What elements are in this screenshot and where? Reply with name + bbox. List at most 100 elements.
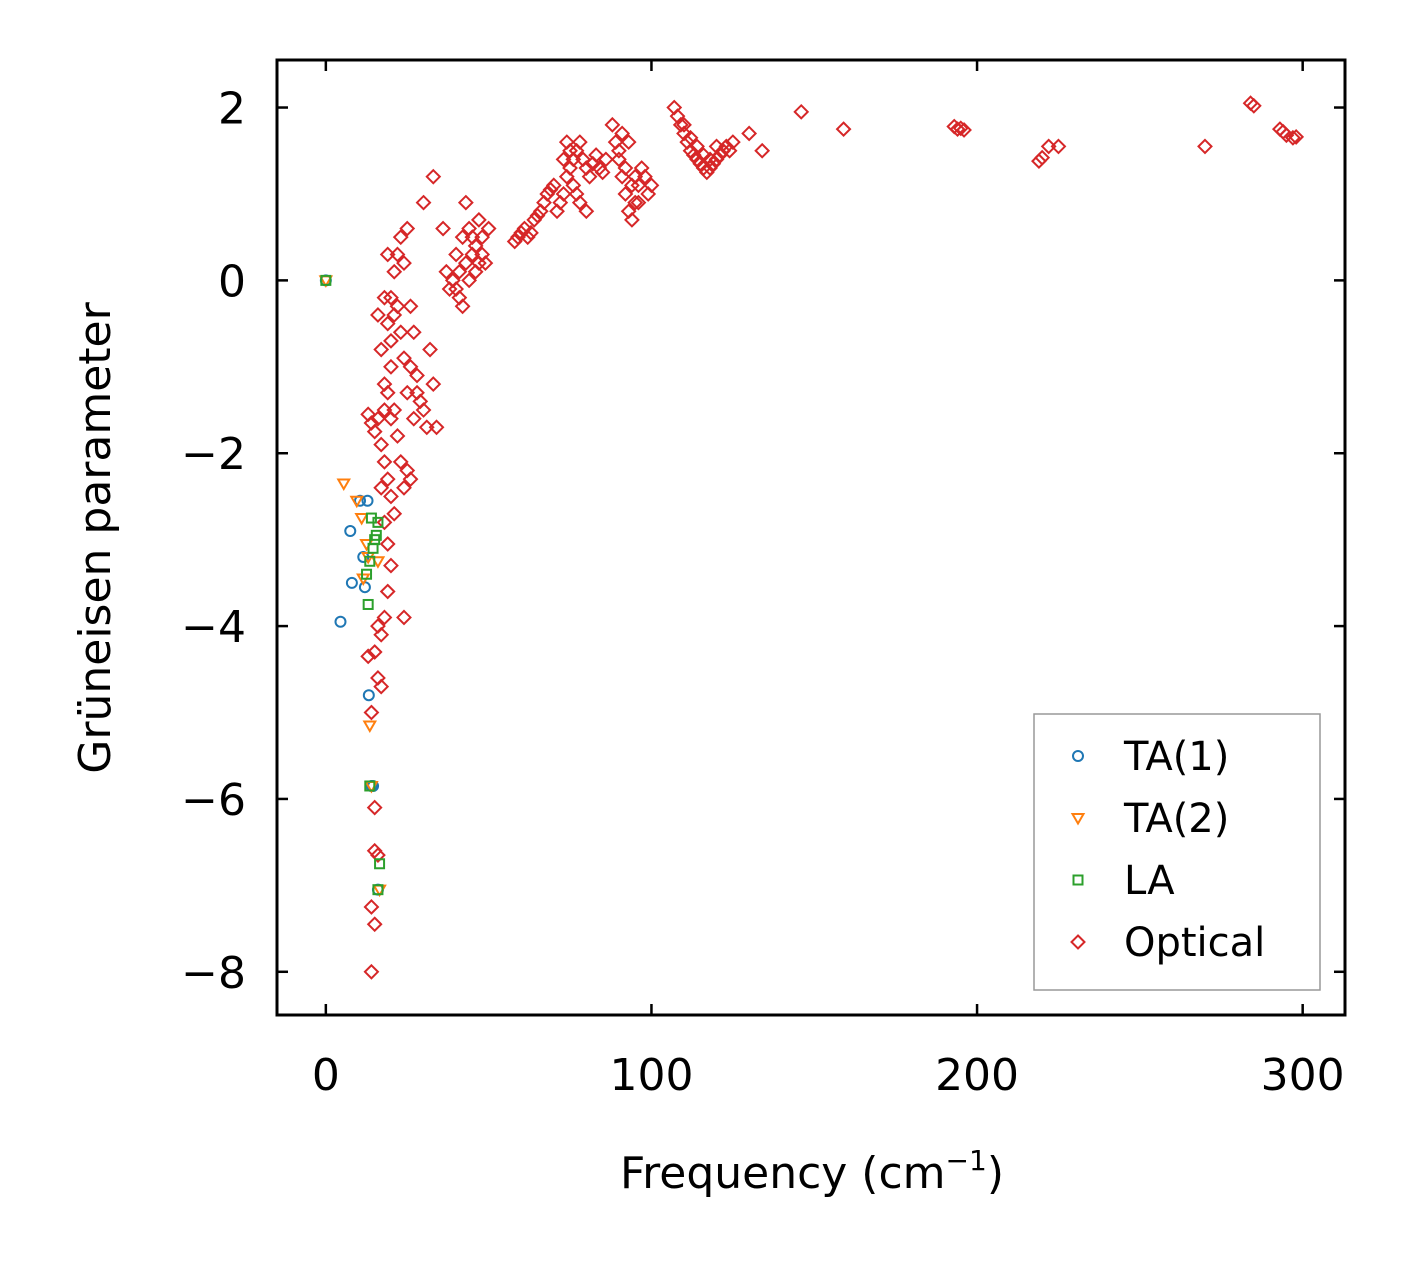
series-la [320,274,386,896]
data-point [376,514,393,531]
data-point [571,134,588,151]
x-tick-label: 300 [1261,1050,1345,1101]
data-point [1284,129,1301,146]
data-point [715,142,731,159]
axis-ticks [277,60,1345,1015]
data-point [695,147,712,163]
data-point [610,151,627,168]
data-point [689,138,705,155]
data-point [952,120,969,137]
data-point [372,884,384,896]
data-point [627,168,644,185]
axis-tick-labels: 0 100 200 300 2 0 −2 −4 −6 −8 [181,84,1345,1101]
data-point [396,479,412,496]
data-point [370,670,386,686]
data-point [708,138,725,155]
data-point [370,410,386,427]
data-point [724,134,741,151]
data-point [1245,97,1262,114]
data-point [370,307,386,323]
data-point [396,609,412,626]
data-point [741,125,758,142]
data-point [361,568,373,580]
data-point [383,358,399,375]
data-point [529,207,546,224]
data-point [708,151,725,168]
data-point [409,367,425,384]
data-point [373,479,390,496]
data-point [366,423,383,440]
data-point [354,513,369,526]
data-point [464,229,481,246]
data-point [956,122,972,138]
data-point [705,155,722,172]
data-point [383,332,399,349]
data-point [676,116,692,133]
data-point [630,194,647,211]
data-point [428,419,445,436]
data-point [594,164,611,181]
data-point [364,555,376,567]
data-point [754,142,771,159]
data-point [372,516,384,528]
y-axis-label: Grüneisen parameter [70,301,121,773]
data-point [562,142,578,159]
data-point [1031,153,1047,170]
y-tick-label: 0 [218,256,246,307]
data-point [383,557,399,574]
data-point [1197,138,1213,155]
legend-marker [1070,934,1086,950]
data-point [438,263,455,280]
data-point [422,341,438,358]
data-point [386,263,403,280]
data-point [702,151,718,168]
data-point [379,246,396,263]
legend-label: TA(2) [1123,796,1229,842]
data-point [379,583,396,600]
data-point [555,186,572,202]
data-point [383,410,399,427]
data-point [376,289,393,306]
data-point [480,220,497,237]
data-point [409,384,425,401]
data-point [578,203,595,220]
data-point [373,341,390,358]
data-point [402,358,419,375]
data-point [336,478,351,491]
data-point [392,453,409,470]
x-tick-label: 0 [312,1050,340,1101]
data-point [457,255,474,272]
data-point [370,529,382,541]
data-point [425,168,442,185]
data-point [345,576,358,589]
data-point [470,255,487,272]
data-point [362,720,378,733]
data-point [389,428,406,444]
data-point [376,402,393,418]
x-tick-label: 100 [609,1050,693,1101]
series-ta-2- [318,275,387,898]
y-tick-label: −6 [181,775,246,826]
x-axis-label: Frequency (cm−1) [620,1144,1004,1199]
data-point [334,615,347,628]
data-point [379,384,396,401]
data-point [366,916,383,933]
data-point [363,963,380,980]
data-point [362,598,374,610]
data-point [448,281,464,297]
data-point [617,186,634,202]
data-point [571,194,588,211]
data-point [366,799,383,816]
data-point [454,298,471,315]
data-point [698,164,715,181]
data-point [363,899,380,915]
series-optical [360,95,1305,980]
data-point [435,220,451,237]
legend-label: Optical [1124,920,1265,966]
data-point [588,147,605,163]
data-point [402,471,419,488]
data-point [506,233,523,250]
data-point [392,229,409,246]
data-point [835,121,852,138]
